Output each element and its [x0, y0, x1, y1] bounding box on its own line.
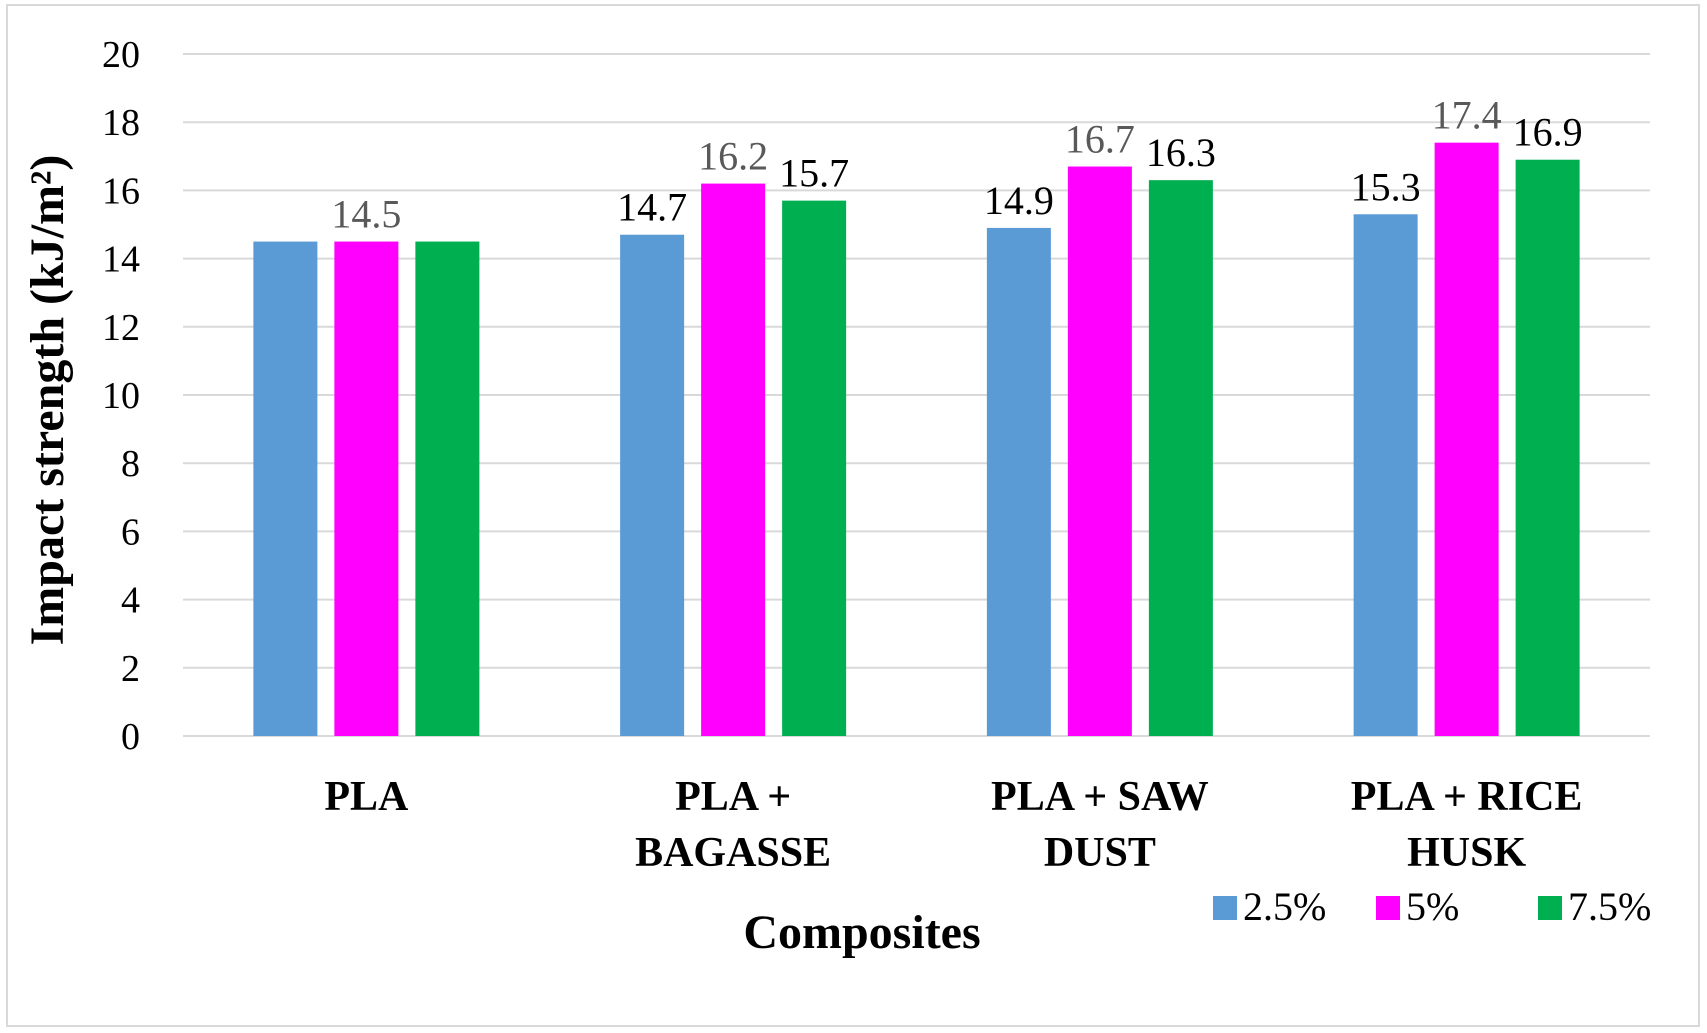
gridlines — [183, 53, 1650, 737]
data-label: 16.3 — [1146, 130, 1216, 175]
y-tick-label: 0 — [121, 716, 140, 758]
x-axis-categories: PLA PLA + BAGASSE PLA + SAW DUST PLA + RICE HU… — [324, 774, 1582, 876]
x-category-label: PLA + RICE — [1351, 774, 1583, 820]
legend: 2.5% 5% 7.5% — [1213, 884, 1651, 929]
data-label: 16.7 — [1065, 117, 1135, 162]
data-label: 16.2 — [698, 134, 768, 179]
data-label: 15.3 — [1351, 164, 1421, 209]
x-category-label: PLA — [324, 774, 409, 820]
y-tick-label: 20 — [102, 34, 140, 76]
legend-label: 2.5% — [1243, 884, 1326, 929]
bars — [253, 142, 1580, 737]
data-label: 14.7 — [617, 185, 687, 230]
y-tick-label: 4 — [121, 580, 140, 622]
bar-7-5pct-0 — [415, 241, 480, 737]
legend-label: 5% — [1406, 884, 1459, 929]
legend-swatch — [1538, 896, 1562, 920]
bar-5pct-2 — [1067, 166, 1132, 736]
y-tick-label: 18 — [102, 102, 140, 144]
bar-5pct-0 — [334, 241, 399, 737]
data-labels: 14.5 14.716.2 15.7 14.916.7 16.3 15.317.4 16.9 — [331, 93, 1582, 237]
data-label: 17.4 — [1432, 93, 1502, 138]
x-axis-title: Composites — [743, 906, 980, 959]
data-label: 14.9 — [984, 178, 1054, 223]
legend-swatch — [1376, 896, 1400, 920]
data-label: 14.5 — [331, 192, 401, 237]
y-tick-label: 2 — [121, 648, 140, 690]
x-category-label: BAGASSE — [635, 830, 831, 876]
y-axis-title: Impact strength (kJ/m²) — [21, 155, 74, 646]
bar-2-5pct-2 — [986, 227, 1051, 736]
x-category-label: DUST — [1044, 830, 1156, 876]
legend-label: 7.5% — [1568, 884, 1651, 929]
y-tick-label: 6 — [121, 511, 140, 553]
bar-7-5pct-2 — [1148, 180, 1213, 737]
y-tick-label: 14 — [102, 239, 140, 281]
y-tick-label: 16 — [102, 170, 140, 212]
data-label: 16.9 — [1513, 110, 1583, 155]
bar-7-5pct-3 — [1515, 159, 1580, 736]
bar-5pct-1 — [701, 183, 766, 736]
bar-2-5pct-3 — [1353, 214, 1418, 736]
x-category-label: HUSK — [1407, 830, 1526, 876]
y-tick-label: 10 — [102, 375, 140, 417]
bar-2-5pct-0 — [253, 241, 318, 737]
x-category-label: PLA + SAW — [991, 774, 1209, 820]
data-label: 15.7 — [779, 151, 849, 196]
y-axis-ticks: 0 2 4 6 8 10 12 14 16 18 20 — [102, 34, 140, 758]
legend-swatch — [1213, 896, 1237, 920]
bar-7-5pct-1 — [782, 200, 847, 736]
bar-2-5pct-1 — [620, 234, 685, 737]
x-category-label: PLA + — [675, 774, 791, 820]
bar-5pct-3 — [1434, 142, 1499, 736]
y-tick-label: 8 — [121, 443, 140, 485]
y-tick-label: 12 — [102, 307, 140, 349]
